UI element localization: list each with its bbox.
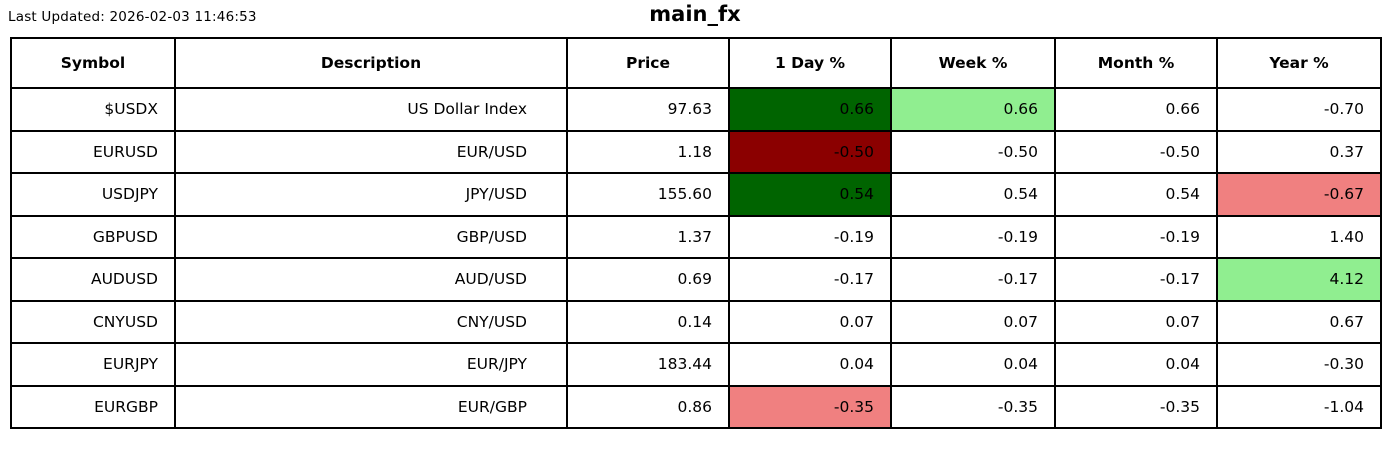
month-change-cell: 0.07 bbox=[1054, 299, 1218, 344]
description-cell: EUR/JPY bbox=[174, 342, 568, 387]
week-change-cell: 0.07 bbox=[890, 299, 1056, 344]
column-header-symbol: Symbol bbox=[10, 37, 176, 89]
table-row: USDJPY JPY/USD 155.60 0.54 0.54 0.54 -0.… bbox=[10, 172, 1382, 217]
day-change-cell: -0.50 bbox=[728, 129, 892, 174]
symbol-cell: EURGBP bbox=[10, 384, 176, 429]
week-change-cell: -0.50 bbox=[890, 129, 1056, 174]
price-cell: 0.86 bbox=[566, 384, 730, 429]
month-change-cell: -0.35 bbox=[1054, 384, 1218, 429]
year-change-cell: -1.04 bbox=[1216, 384, 1382, 429]
last-updated-text: Last Updated: 2026-02-03 11:46:53 bbox=[8, 9, 257, 25]
description-cell: GBP/USD bbox=[174, 214, 568, 259]
month-change-cell: -0.50 bbox=[1054, 129, 1218, 174]
day-change-cell: 0.07 bbox=[728, 299, 892, 344]
day-change-cell: 0.66 bbox=[728, 87, 892, 132]
price-cell: 0.69 bbox=[566, 257, 730, 302]
month-change-cell: -0.19 bbox=[1054, 214, 1218, 259]
table-row: EURJPY EUR/JPY 183.44 0.04 0.04 0.04 -0.… bbox=[10, 342, 1382, 387]
fx-table: Symbol Description Price 1 Day % Week % … bbox=[10, 37, 1382, 429]
week-change-cell: 0.66 bbox=[890, 87, 1056, 132]
table-row: GBPUSD GBP/USD 1.37 -0.19 -0.19 -0.19 1.… bbox=[10, 214, 1382, 259]
symbol-cell: CNYUSD bbox=[10, 299, 176, 344]
symbol-cell: GBPUSD bbox=[10, 214, 176, 259]
table-header-row: Symbol Description Price 1 Day % Week % … bbox=[10, 37, 1382, 89]
day-change-cell: -0.35 bbox=[728, 384, 892, 429]
year-change-cell: -0.30 bbox=[1216, 342, 1382, 387]
column-header-price: Price bbox=[566, 37, 730, 89]
month-change-cell: 0.54 bbox=[1054, 172, 1218, 217]
table-row: CNYUSD CNY/USD 0.14 0.07 0.07 0.07 0.67 bbox=[10, 299, 1382, 344]
price-cell: 0.14 bbox=[566, 299, 730, 344]
description-cell: CNY/USD bbox=[174, 299, 568, 344]
symbol-cell: EURJPY bbox=[10, 342, 176, 387]
symbol-cell: EURUSD bbox=[10, 129, 176, 174]
column-header-month: Month % bbox=[1054, 37, 1218, 89]
description-cell: EUR/USD bbox=[174, 129, 568, 174]
column-header-year: Year % bbox=[1216, 37, 1382, 89]
symbol-cell: USDJPY bbox=[10, 172, 176, 217]
year-change-cell: -0.67 bbox=[1216, 172, 1382, 217]
column-header-week: Week % bbox=[890, 37, 1056, 89]
column-header-description: Description bbox=[174, 37, 568, 89]
week-change-cell: -0.19 bbox=[890, 214, 1056, 259]
table-row: EURUSD EUR/USD 1.18 -0.50 -0.50 -0.50 0.… bbox=[10, 129, 1382, 174]
day-change-cell: -0.17 bbox=[728, 257, 892, 302]
week-change-cell: -0.17 bbox=[890, 257, 1056, 302]
year-change-cell: 0.37 bbox=[1216, 129, 1382, 174]
table-row: AUDUSD AUD/USD 0.69 -0.17 -0.17 -0.17 4.… bbox=[10, 257, 1382, 302]
week-change-cell: 0.04 bbox=[890, 342, 1056, 387]
symbol-cell: $USDX bbox=[10, 87, 176, 132]
price-cell: 183.44 bbox=[566, 342, 730, 387]
day-change-cell: 0.04 bbox=[728, 342, 892, 387]
day-change-cell: -0.19 bbox=[728, 214, 892, 259]
year-change-cell: -0.70 bbox=[1216, 87, 1382, 132]
description-cell: US Dollar Index bbox=[174, 87, 568, 132]
year-change-cell: 0.67 bbox=[1216, 299, 1382, 344]
week-change-cell: -0.35 bbox=[890, 384, 1056, 429]
price-cell: 1.37 bbox=[566, 214, 730, 259]
symbol-cell: AUDUSD bbox=[10, 257, 176, 302]
description-cell: AUD/USD bbox=[174, 257, 568, 302]
description-cell: EUR/GBP bbox=[174, 384, 568, 429]
price-cell: 1.18 bbox=[566, 129, 730, 174]
month-change-cell: -0.17 bbox=[1054, 257, 1218, 302]
column-header-day: 1 Day % bbox=[728, 37, 892, 89]
description-cell: JPY/USD bbox=[174, 172, 568, 217]
year-change-cell: 1.40 bbox=[1216, 214, 1382, 259]
day-change-cell: 0.54 bbox=[728, 172, 892, 217]
price-cell: 155.60 bbox=[566, 172, 730, 217]
month-change-cell: 0.66 bbox=[1054, 87, 1218, 132]
month-change-cell: 0.04 bbox=[1054, 342, 1218, 387]
page-title: main_fx bbox=[649, 2, 741, 26]
year-change-cell: 4.12 bbox=[1216, 257, 1382, 302]
table-row: $USDX US Dollar Index 97.63 0.66 0.66 0.… bbox=[10, 87, 1382, 132]
price-cell: 97.63 bbox=[566, 87, 730, 132]
table-row: EURGBP EUR/GBP 0.86 -0.35 -0.35 -0.35 -1… bbox=[10, 384, 1382, 429]
week-change-cell: 0.54 bbox=[890, 172, 1056, 217]
